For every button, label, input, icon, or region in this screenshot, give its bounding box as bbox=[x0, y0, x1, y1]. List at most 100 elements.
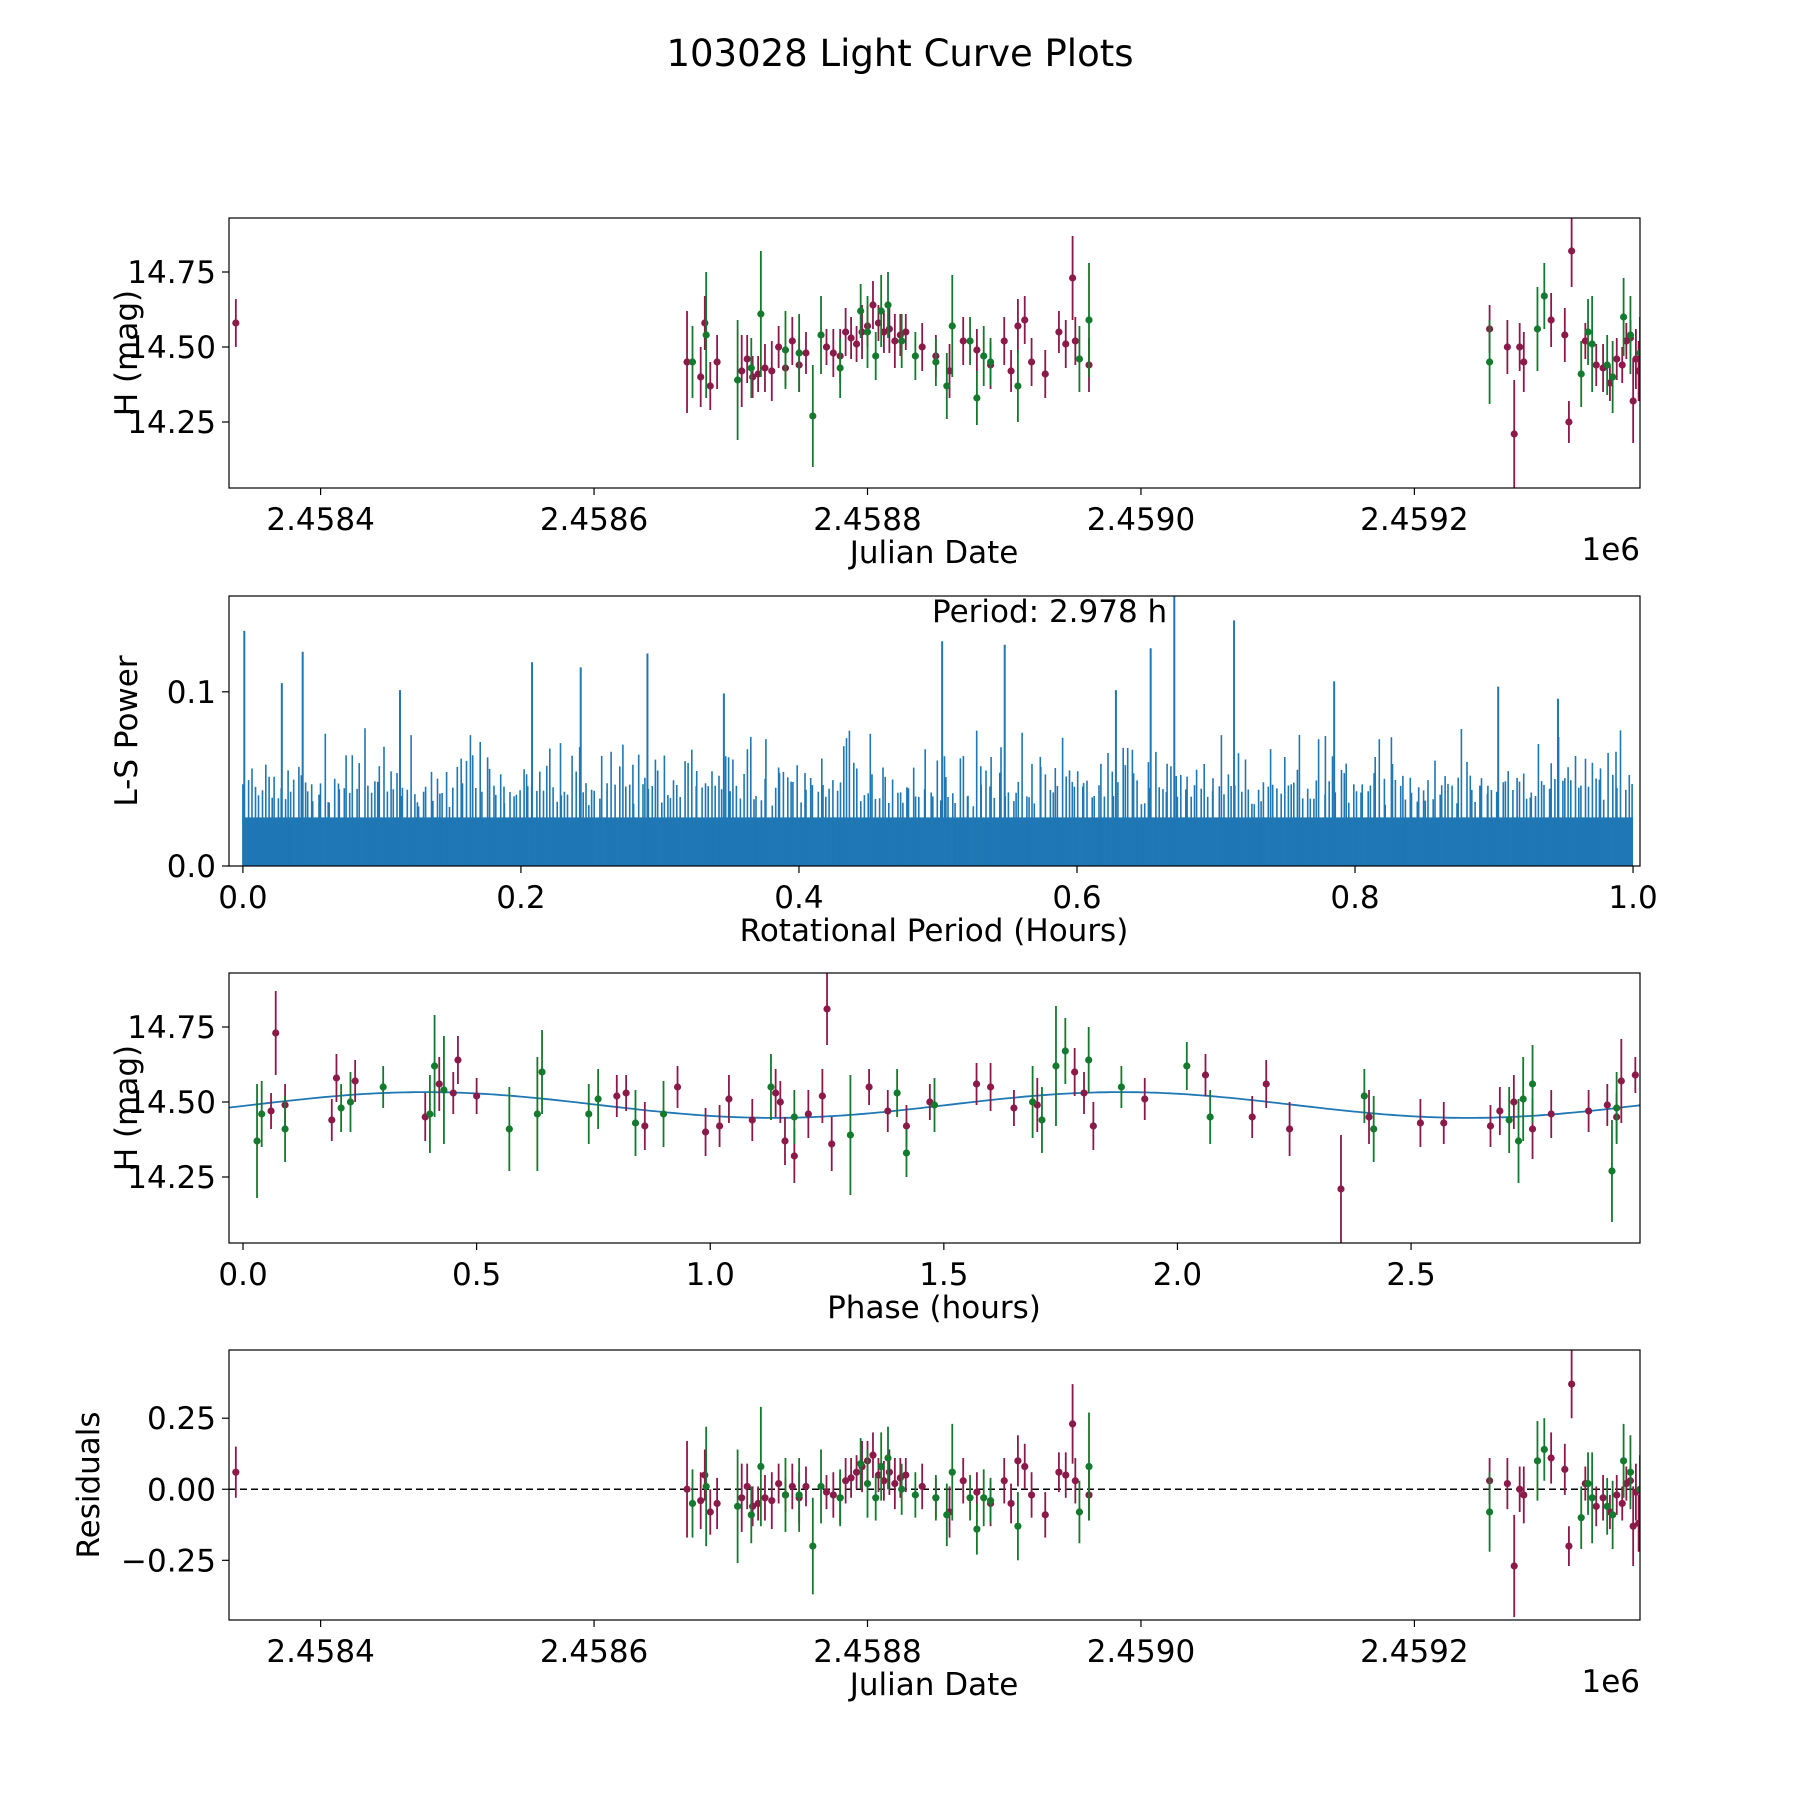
data-point bbox=[725, 1095, 733, 1103]
data-point bbox=[1068, 1420, 1077, 1428]
data-point bbox=[743, 355, 751, 363]
data-point bbox=[1561, 331, 1569, 339]
data-point bbox=[1581, 337, 1589, 345]
data-point bbox=[1055, 1468, 1063, 1476]
data-point bbox=[790, 1113, 798, 1121]
data-point bbox=[1007, 367, 1015, 375]
data-point bbox=[1000, 337, 1008, 345]
x-tick-label: 2.4584 bbox=[266, 1634, 374, 1670]
data-point bbox=[1516, 343, 1524, 351]
data-point bbox=[1510, 1562, 1518, 1570]
data-point bbox=[1075, 355, 1084, 363]
data-point bbox=[818, 1092, 826, 1100]
periodogram-xlabel: Rotational Period (Hours) bbox=[740, 913, 1129, 949]
data-point bbox=[788, 1482, 796, 1491]
data-point bbox=[1636, 349, 1640, 357]
x-tick-label: 0.0 bbox=[218, 1257, 267, 1293]
data-point bbox=[795, 1491, 803, 1499]
data-point bbox=[734, 376, 742, 384]
data-point bbox=[948, 322, 956, 330]
data-point bbox=[1010, 1104, 1018, 1112]
data-point bbox=[852, 340, 861, 348]
data-point bbox=[702, 1482, 710, 1491]
data-point bbox=[986, 1083, 995, 1091]
data-point bbox=[772, 1089, 780, 1097]
residuals-ticks: 2.4584 2.4586 2.4588 2.4590 2.4592 −0.25 0.00 0… bbox=[121, 1401, 1469, 1670]
periodogram-ylabel: L-S Power bbox=[109, 655, 145, 806]
data-point bbox=[713, 358, 721, 366]
data-point bbox=[1370, 1125, 1378, 1133]
lightcurve-xlabel: Julian Date bbox=[848, 535, 1019, 571]
data-point bbox=[346, 1098, 355, 1106]
data-point bbox=[885, 1468, 893, 1476]
data-point bbox=[1085, 316, 1093, 324]
data-point bbox=[435, 1080, 443, 1088]
periodogram-clipped bbox=[242, 596, 1634, 866]
data-point bbox=[775, 343, 783, 351]
data-point bbox=[1014, 1522, 1022, 1530]
data-point bbox=[847, 334, 855, 342]
y-tick-label: 14.25 bbox=[127, 405, 216, 441]
data-point bbox=[267, 1107, 275, 1115]
data-point bbox=[842, 1477, 850, 1485]
data-point bbox=[980, 1494, 988, 1502]
data-point bbox=[1085, 1056, 1093, 1064]
data-point bbox=[1577, 370, 1585, 378]
phased-panel: 0.0 0.5 1.0 1.5 2.0 2.5 14.25 14.50 14.75 Phase … bbox=[109, 972, 1641, 1326]
data-point bbox=[829, 1491, 837, 1499]
data-point bbox=[1061, 1047, 1069, 1055]
data-point bbox=[1360, 1092, 1368, 1100]
data-point bbox=[1626, 331, 1635, 339]
data-point bbox=[1520, 358, 1528, 366]
data-point bbox=[823, 1005, 831, 1013]
data-point bbox=[738, 1494, 746, 1502]
data-point bbox=[869, 301, 877, 309]
residuals-offset-label: 1e6 bbox=[1581, 1664, 1640, 1700]
period-annotation: Period: 2.978 h bbox=[932, 594, 1167, 630]
data-point bbox=[1603, 1502, 1611, 1510]
data-point bbox=[1520, 1491, 1528, 1499]
y-tick-label: 0.25 bbox=[147, 1401, 216, 1437]
lightcurve-data bbox=[232, 218, 1640, 488]
data-point bbox=[948, 1468, 956, 1476]
data-point bbox=[795, 349, 803, 357]
data-point bbox=[1618, 1499, 1626, 1508]
data-point bbox=[1618, 361, 1626, 369]
data-point bbox=[768, 1497, 776, 1505]
data-point bbox=[880, 328, 888, 336]
data-point bbox=[426, 1110, 434, 1118]
data-point bbox=[1285, 1125, 1294, 1133]
data-point bbox=[1038, 1116, 1046, 1124]
data-point bbox=[1629, 397, 1637, 405]
data-point bbox=[788, 337, 796, 345]
data-point bbox=[809, 1542, 817, 1550]
data-point bbox=[1540, 292, 1548, 300]
x-tick-label: 2.4590 bbox=[1087, 502, 1195, 538]
x-tick-label: 0.4 bbox=[774, 880, 823, 916]
data-point bbox=[1075, 1508, 1084, 1516]
data-point bbox=[1540, 1445, 1548, 1454]
data-point bbox=[1062, 1471, 1070, 1479]
data-point bbox=[1632, 355, 1640, 363]
data-point bbox=[973, 1488, 981, 1496]
data-point bbox=[697, 1497, 705, 1505]
data-point bbox=[702, 331, 710, 339]
data-point bbox=[1568, 247, 1576, 255]
data-point bbox=[1577, 1514, 1585, 1522]
data-point bbox=[828, 1140, 836, 1148]
data-point bbox=[1547, 1110, 1555, 1118]
data-point bbox=[328, 1116, 336, 1124]
data-point bbox=[1071, 1068, 1079, 1076]
data-point bbox=[673, 1083, 682, 1091]
data-point bbox=[809, 412, 817, 420]
data-point bbox=[1080, 1089, 1088, 1097]
data-point bbox=[817, 1482, 825, 1491]
power-spikes bbox=[242, 728, 1633, 866]
data-point bbox=[232, 1468, 240, 1476]
data-point bbox=[768, 367, 776, 375]
data-point bbox=[872, 352, 880, 360]
periodogram-data bbox=[242, 596, 1634, 866]
data-point bbox=[918, 1482, 926, 1491]
data-point bbox=[715, 1122, 724, 1130]
residuals-axes-frame bbox=[228, 1349, 1641, 1621]
